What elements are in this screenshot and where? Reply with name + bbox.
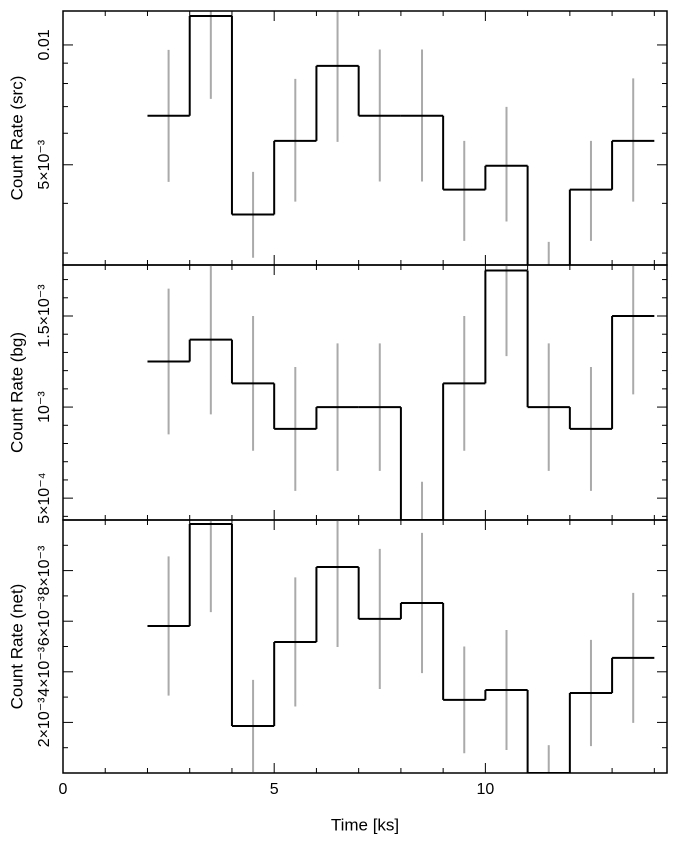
frame bbox=[62, 264, 668, 521]
y-axis-label: Count Rate (net) bbox=[7, 584, 26, 710]
panel bbox=[147, 520, 655, 773]
y-tick-label: 2×10⁻³ bbox=[36, 697, 53, 747]
panel bbox=[147, 265, 655, 520]
y-tick-label: 1.5×10⁻³ bbox=[36, 284, 53, 348]
y-tick-label: 8×10⁻³ bbox=[36, 545, 53, 595]
y-tick-label: 10⁻³ bbox=[36, 391, 53, 423]
frame bbox=[62, 10, 668, 266]
x-tick-label: 5 bbox=[270, 781, 279, 798]
y-tick-label: 0.01 bbox=[36, 29, 53, 60]
y-axis-label: Count Rate (bg) bbox=[7, 332, 26, 453]
panel bbox=[147, 11, 655, 265]
x-tick-label: 0 bbox=[59, 781, 68, 798]
x-tick-label: 10 bbox=[476, 781, 494, 798]
y-tick-label: 4×10⁻³ bbox=[36, 646, 53, 696]
frame bbox=[62, 519, 668, 774]
y-tick-label: 6×10⁻³ bbox=[36, 596, 53, 646]
y-tick-label: 5×10⁻⁴ bbox=[36, 472, 53, 523]
y-axis-label: Count Rate (src) bbox=[7, 76, 26, 201]
x-axis-label: Time [ks] bbox=[331, 815, 399, 834]
y-tick-label: 5×10⁻³ bbox=[36, 139, 53, 189]
